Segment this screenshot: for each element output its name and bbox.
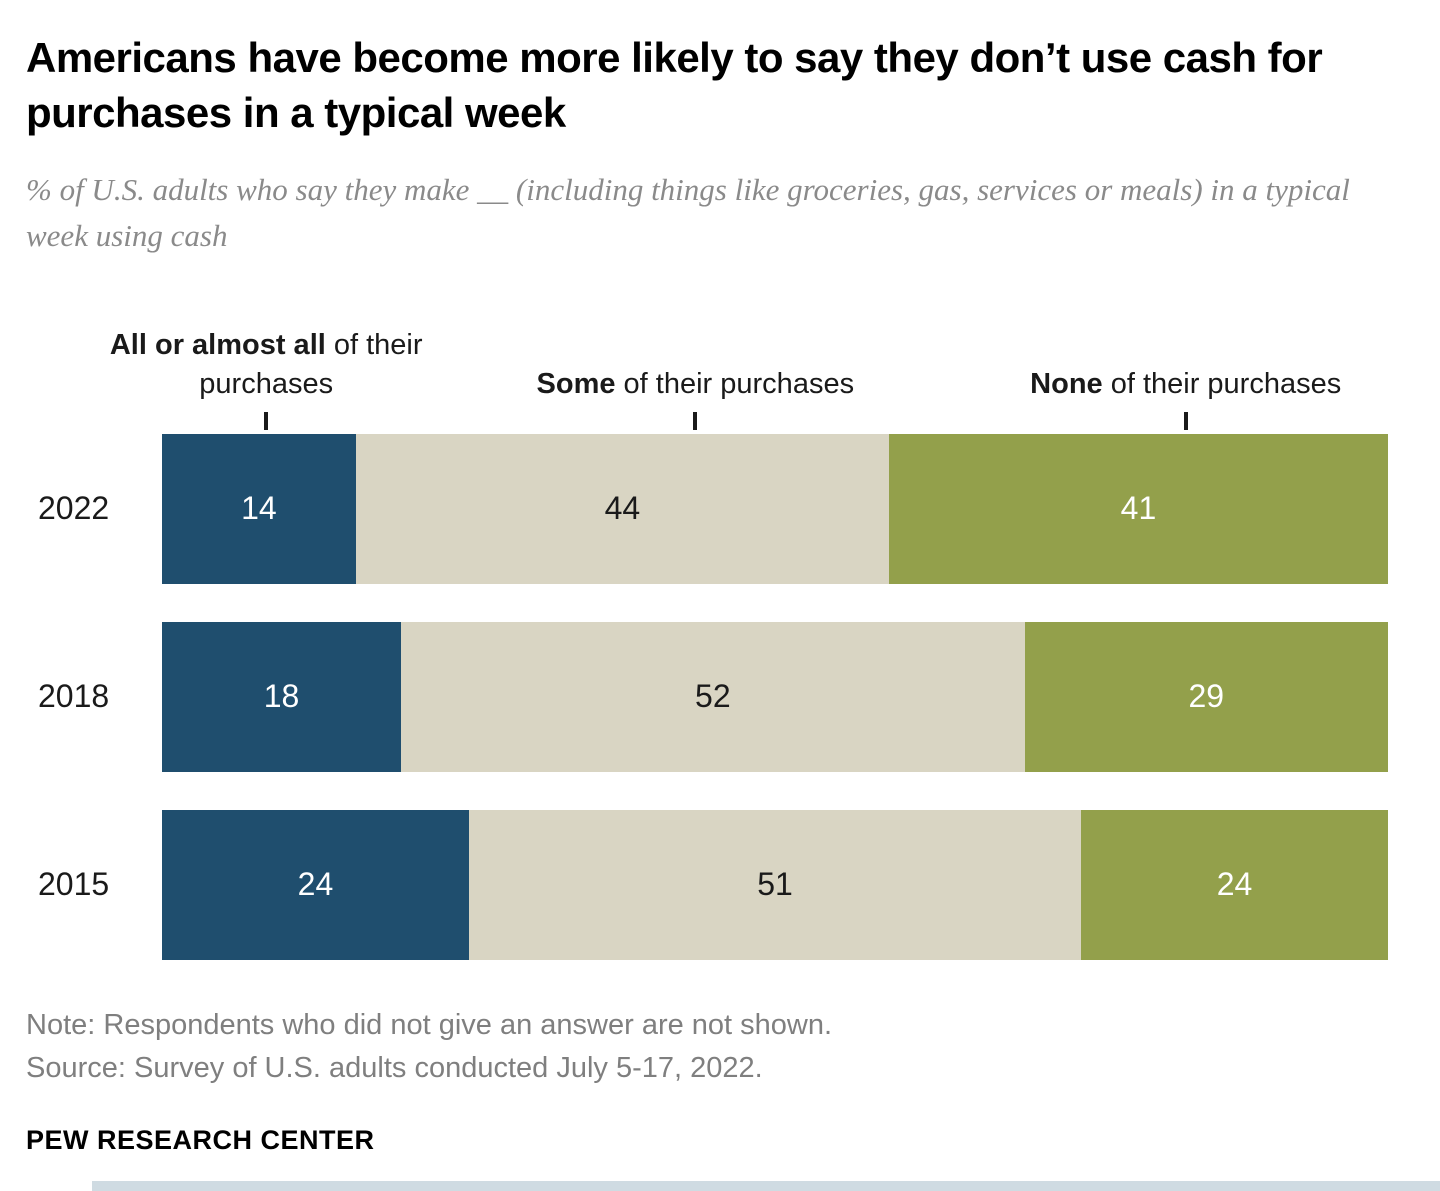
bar-value-label: 41 (1120, 490, 1157, 527)
bar-value-label: 24 (297, 866, 334, 903)
bar-segment-1: 52 (401, 621, 1025, 772)
bar-segment-0: 14 (162, 433, 356, 584)
bar-segment-0: 24 (162, 809, 469, 960)
chart-rows: 2022 14 44 41 2018 18 52 29 2015 24 51 24 (26, 433, 1389, 960)
column-label-2: None of their purchases (1016, 365, 1356, 434)
bar-track: 18 52 29 (162, 621, 1389, 772)
chart-title: Americans have become more likely to say… (26, 34, 1323, 137)
bar-value-label: 29 (1188, 678, 1225, 715)
notes-block: Note: Respondents who did not give an an… (26, 1004, 1388, 1091)
bar-value-label: 52 (695, 678, 731, 715)
stacked-bar-chart: All or almost all of their purchases Some… (26, 306, 1389, 960)
year-label: 2018 (38, 678, 110, 715)
bar-value-label: 44 (604, 490, 641, 527)
bar-track: 24 51 24 (162, 809, 1388, 960)
bar-segment-0: 18 (162, 621, 402, 772)
column-label-tick (693, 411, 698, 430)
bar-segment-1: 51 (468, 809, 1082, 960)
column-label-text: Some of their purchases (536, 367, 855, 400)
bar-track: 14 44 41 (162, 433, 1388, 584)
bar-value-label: 14 (241, 490, 277, 527)
year-label: 2015 (38, 866, 110, 903)
bar-segment-2: 29 (1024, 621, 1389, 772)
bar-segment-2: 24 (1081, 809, 1388, 960)
page: Americans have become more likely to say… (26, 34, 1389, 1155)
bar-value-label: 24 (1216, 866, 1253, 903)
column-label-text: None of their purchases (1030, 367, 1342, 400)
column-label-text: All or almost all of their purchases (109, 328, 423, 400)
bar-value-label: 18 (263, 678, 300, 715)
column-label-tick (1183, 411, 1188, 430)
bar-row-2018: 2018 18 52 29 (26, 621, 1389, 772)
source-text: Source: Survey of U.S. adults conducted … (26, 1052, 763, 1085)
column-labels: All or almost all of their purchases Some… (110, 306, 1388, 434)
bar-segment-2: 41 (888, 433, 1388, 584)
bar-value-label: 51 (757, 866, 793, 903)
page-bottom-edge (92, 1181, 1440, 1191)
note-text: Note: Respondents who did not give an an… (26, 1008, 833, 1041)
column-label-1: Some of their purchases (525, 365, 865, 434)
bar-row-2022: 2022 14 44 41 (26, 433, 1388, 584)
pew-research-center-wordmark: PEW RESEARCH CENTER (26, 1124, 375, 1155)
chart-subtitle: % of U.S. adults who say they make __ (i… (26, 171, 1350, 254)
year-label: 2022 (38, 490, 110, 527)
column-label-0: All or almost all of their purchases (96, 326, 436, 434)
bar-row-2015: 2015 24 51 24 (26, 809, 1388, 960)
column-label-tick (264, 411, 269, 430)
bar-segment-1: 44 (355, 433, 889, 584)
